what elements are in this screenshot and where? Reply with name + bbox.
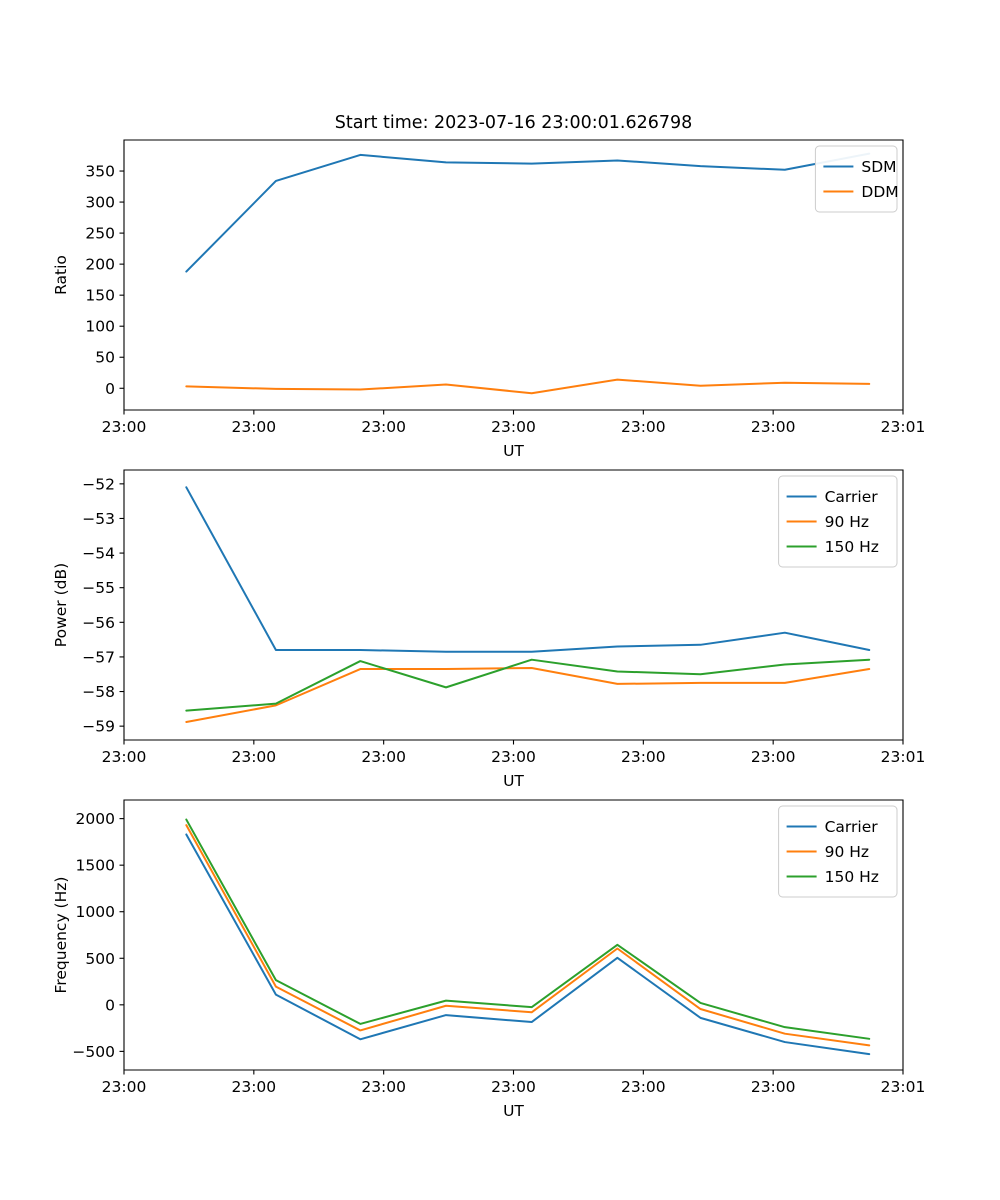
y-tick-label: −55 — [82, 579, 115, 597]
x-tick-label: 23:01 — [881, 748, 926, 766]
y-tick-label: 0 — [105, 380, 115, 398]
series-line-150-hz — [185, 818, 871, 1040]
x-tick-label: 23:00 — [102, 748, 147, 766]
figure-title: Start time: 2023-07-16 23:00:01.626798 — [335, 113, 693, 133]
x-tick-label: 23:00 — [231, 418, 276, 436]
y-axis-label: Ratio — [52, 255, 70, 295]
y-axis-label: Power (dB) — [52, 563, 70, 647]
y-tick-label: 200 — [85, 256, 115, 274]
x-tick-label: 23:00 — [361, 1078, 406, 1096]
series-line-ddm — [185, 378, 871, 395]
y-tick-label: −57 — [82, 648, 115, 666]
x-tick-label: 23:00 — [102, 1078, 147, 1096]
y-axis-label: Frequency (Hz) — [52, 877, 70, 994]
y-tick-label: 350 — [85, 163, 115, 181]
legend-label-sdm: SDM — [861, 158, 896, 176]
y-tick-label: −58 — [82, 683, 115, 701]
x-tick-label: 23:00 — [361, 418, 406, 436]
x-axis-label: UT — [503, 1102, 524, 1120]
series-line-carrier — [185, 486, 871, 653]
legend-box — [778, 475, 898, 568]
y-tick-label: 1000 — [76, 903, 115, 921]
panel-power: 23:00 23:00 23:00 23:00 23:00 23:00 23:01 −59 −5… — [52, 469, 926, 790]
y-tick-label: −59 — [82, 718, 115, 736]
legend-panel-frequency: Carrier 90 Hz 150 Hz — [778, 805, 898, 898]
legend-panel-ratio: SDM DDM — [814, 145, 899, 213]
series-line-90-hz — [185, 824, 871, 1047]
y-tick-label: 250 — [85, 225, 115, 243]
x-tick-label: 23:00 — [491, 418, 536, 436]
y-tick-label: 150 — [85, 287, 115, 305]
series-line-carrier — [185, 833, 871, 1056]
y-tick-label: 1500 — [76, 857, 115, 875]
y-tick-label: −56 — [82, 614, 115, 632]
legend-label-carrier: Carrier — [825, 488, 879, 506]
legend-panel-power: Carrier 90 Hz 150 Hz — [778, 475, 898, 568]
x-axis-label: UT — [503, 772, 524, 790]
panel-ratio: 23:00 23:00 23:00 23:00 23:00 23:00 23:01 0 50 10… — [52, 139, 926, 460]
y-tick-label: −500 — [72, 1043, 115, 1061]
y-tick-label: −54 — [82, 545, 115, 563]
legend-label-90-hz: 90 Hz — [825, 843, 869, 861]
legend-label-90-hz: 90 Hz — [825, 513, 869, 531]
x-tick-label: 23:00 — [231, 1078, 276, 1096]
y-tick-label: 300 — [85, 194, 115, 212]
y-tick-label: −53 — [82, 510, 115, 528]
x-tick-label: 23:00 — [231, 748, 276, 766]
panel-frequency: 23:00 23:00 23:00 23:00 23:00 23:00 23:01 −500 0… — [52, 799, 926, 1120]
x-tick-label: 23:00 — [491, 748, 536, 766]
legend-box — [778, 805, 898, 898]
series-line-90-hz — [185, 667, 871, 723]
legend-box — [814, 145, 898, 213]
y-tick-label: −52 — [82, 475, 115, 493]
series-line-sdm — [185, 152, 871, 273]
y-tick-label: 50 — [95, 349, 115, 367]
y-tick-label: 500 — [85, 950, 115, 968]
legend-label-150-hz: 150 Hz — [825, 538, 879, 556]
x-tick-label: 23:00 — [751, 748, 796, 766]
x-axis-label: UT — [503, 442, 524, 460]
legend-label-150-hz: 150 Hz — [825, 868, 879, 886]
x-tick-label: 23:01 — [881, 418, 926, 436]
series-line-150-hz — [185, 658, 871, 712]
x-tick-label: 23:00 — [751, 1078, 796, 1096]
x-tick-label: 23:00 — [621, 748, 666, 766]
y-tick-label: 0 — [105, 996, 115, 1014]
axes-frame — [123, 139, 904, 411]
x-tick-label: 23:01 — [881, 1078, 926, 1096]
x-tick-label: 23:00 — [491, 1078, 536, 1096]
x-tick-label: 23:00 — [361, 748, 406, 766]
legend-label-carrier: Carrier — [825, 818, 879, 836]
legend-label-ddm: DDM — [861, 183, 898, 201]
y-tick-label: 2000 — [76, 810, 115, 828]
y-tick-label: 100 — [85, 318, 115, 336]
x-tick-label: 23:00 — [621, 1078, 666, 1096]
x-tick-label: 23:00 — [751, 418, 796, 436]
x-tick-label: 23:00 — [621, 418, 666, 436]
x-tick-label: 23:00 — [102, 418, 147, 436]
